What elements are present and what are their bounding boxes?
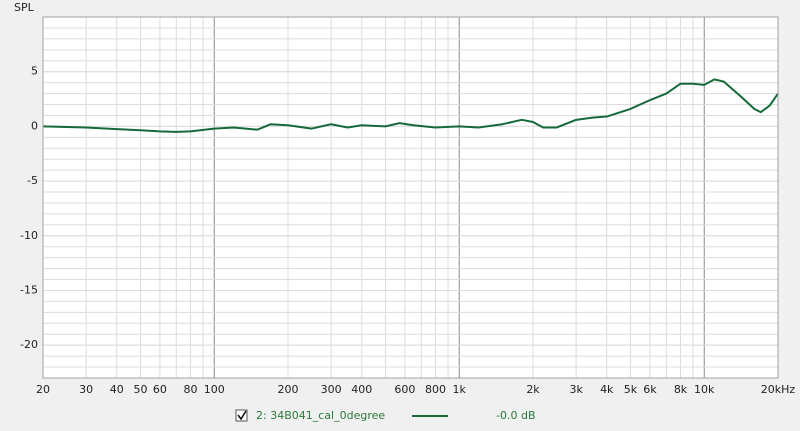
x-tick-label: 40 — [110, 383, 124, 396]
x-tick-label: 80 — [184, 383, 198, 396]
y-tick-label: 0 — [31, 119, 38, 132]
legend-checkbox[interactable] — [235, 409, 248, 422]
x-tick-label: 60 — [153, 383, 167, 396]
grid — [42, 16, 779, 379]
x-tick-label: 30 — [79, 383, 93, 396]
x-tick-label: 3k — [569, 383, 583, 396]
x-tick-label: 600 — [394, 383, 415, 396]
x-tick-label: 50 — [133, 383, 147, 396]
x-tick-label: 6k — [643, 383, 657, 396]
x-tick-label: 400 — [351, 383, 372, 396]
y-tick-label: -5 — [27, 174, 38, 187]
check-mark — [237, 410, 247, 421]
plot-area — [43, 17, 778, 378]
x-tick-label: 800 — [425, 383, 446, 396]
plot-border — [42, 16, 779, 379]
x-tick-label: 20 — [36, 383, 50, 396]
y-tick-label: -15 — [20, 283, 38, 296]
x-tick-label: 5k — [624, 383, 638, 396]
x-tick-label: 20kHz — [761, 383, 796, 396]
x-tick-label: 100 — [204, 383, 225, 396]
series-line — [42, 78, 779, 133]
plot — [42, 78, 779, 133]
x-tick-label: 10k — [694, 383, 715, 396]
y-tick-label: -20 — [20, 338, 38, 351]
legend-value: -0.0 dB — [496, 409, 536, 422]
x-tick-label: 200 — [278, 383, 299, 396]
x-tick-label: 4k — [600, 383, 614, 396]
x-tick-label: 300 — [321, 383, 342, 396]
x-tick-label: 8k — [674, 383, 688, 396]
y-tick-label: 5 — [31, 65, 38, 78]
x-tick-label: 2k — [526, 383, 540, 396]
legend: 2: 34B041_cal_0degree -0.0 dB — [235, 409, 536, 422]
y-tick-label: -10 — [20, 229, 38, 242]
legend-label: 2: 34B041_cal_0degree — [256, 409, 385, 422]
x-tick-label: 1k — [453, 383, 467, 396]
y-axis-label: SPL — [14, 1, 35, 14]
